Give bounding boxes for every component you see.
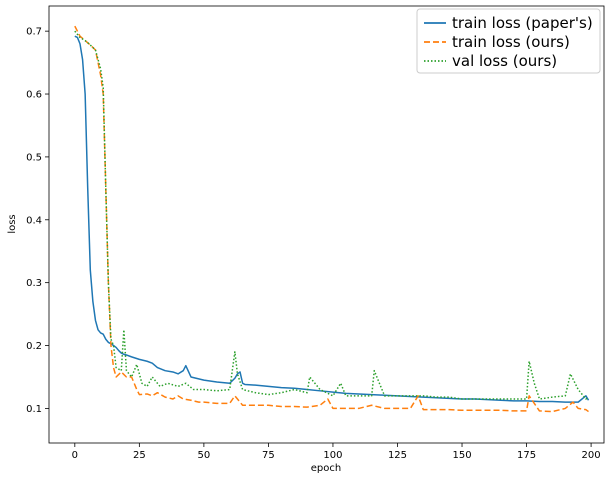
legend-label-1: train loss (ours) xyxy=(452,33,570,51)
plot-lines xyxy=(74,25,590,413)
y-tick-label: 0.6 xyxy=(26,90,42,101)
series-line-2 xyxy=(74,30,589,400)
series-line-1 xyxy=(74,25,589,413)
y-axis-label: loss xyxy=(7,214,18,233)
plot-area-frame xyxy=(48,5,605,444)
legend-box xyxy=(416,8,601,74)
x-axis-ticks: 0 25 50 75 100 125 150 175 200 xyxy=(72,443,601,461)
legend-label-0: train loss (paper's) xyxy=(452,14,593,32)
legend-label-2: val loss (ours) xyxy=(452,52,557,70)
x-tick-label: 200 xyxy=(582,450,601,461)
x-axis-label: epoch xyxy=(311,463,341,474)
y-tick-label: 0.1 xyxy=(26,404,42,415)
y-tick-label: 0.7 xyxy=(26,27,42,38)
x-tick-label: 0 xyxy=(72,450,78,461)
y-tick-label: 0.2 xyxy=(26,341,42,352)
y-tick-label: 0.4 xyxy=(26,215,42,226)
x-tick-label: 50 xyxy=(198,450,211,461)
y-tick-label: 0.3 xyxy=(26,278,42,289)
x-tick-label: 75 xyxy=(262,450,275,461)
y-tick-label: 0.5 xyxy=(26,152,42,163)
x-tick-label: 25 xyxy=(133,450,146,461)
x-tick-label: 175 xyxy=(517,450,536,461)
y-axis-ticks: 0.1 0.2 0.3 0.4 0.5 0.6 0.7 xyxy=(26,27,49,415)
x-tick-label: 125 xyxy=(388,450,407,461)
legend: train loss (paper's)train loss (ours)val… xyxy=(416,8,601,74)
x-tick-label: 100 xyxy=(323,450,342,461)
x-tick-label: 150 xyxy=(452,450,471,461)
